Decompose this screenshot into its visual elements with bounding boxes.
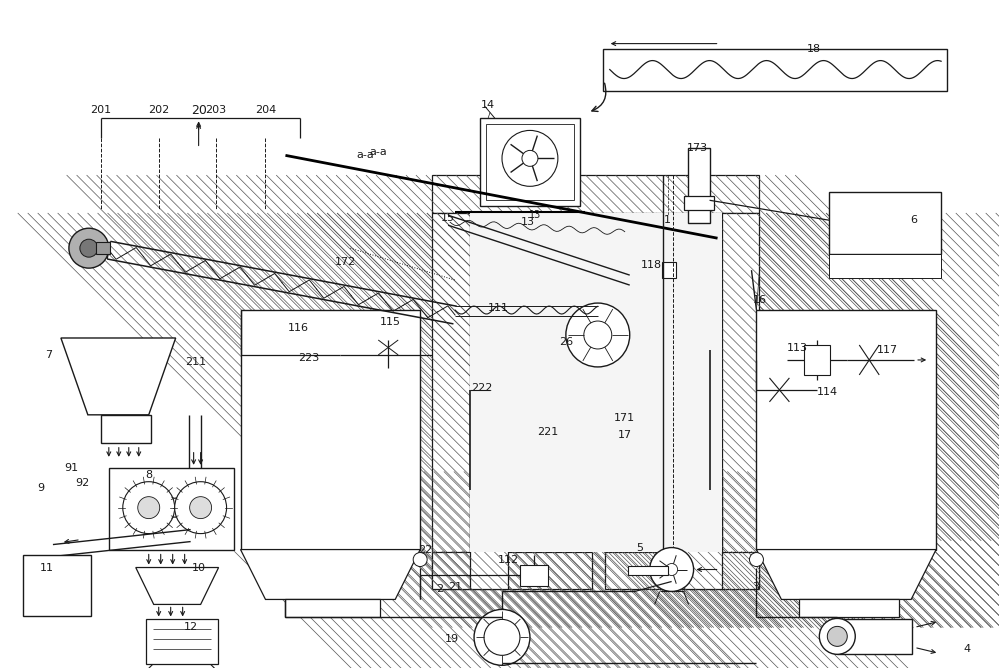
Bar [756, 310, 936, 549]
Text: 173: 173 [687, 143, 708, 153]
Bar [109, 468, 234, 549]
Circle shape [175, 482, 227, 534]
Text: 26: 26 [559, 337, 573, 347]
Text: 12: 12 [184, 622, 198, 632]
Text: 223: 223 [298, 353, 319, 363]
Bar [470, 472, 508, 589]
Bar [470, 213, 722, 551]
Circle shape [80, 240, 98, 257]
Text: 203: 203 [205, 106, 226, 116]
Text: 11: 11 [40, 563, 54, 573]
Bar [520, 565, 548, 587]
Circle shape [566, 303, 630, 367]
Text: 10: 10 [192, 563, 206, 573]
Polygon shape [136, 567, 219, 604]
Polygon shape [241, 549, 420, 599]
Bar [285, 599, 380, 617]
Bar [432, 213, 470, 589]
Text: 6: 6 [911, 215, 918, 225]
Bar [829, 254, 941, 278]
Circle shape [666, 563, 678, 575]
Text: 8: 8 [145, 470, 152, 480]
Circle shape [749, 553, 763, 567]
Circle shape [474, 609, 530, 665]
Text: 91: 91 [64, 463, 78, 473]
Text: 17: 17 [618, 429, 632, 440]
Bar [722, 213, 759, 589]
Text: 115: 115 [380, 317, 401, 327]
Text: 13: 13 [529, 210, 541, 220]
Text: 116: 116 [288, 323, 309, 333]
Text: 222: 222 [471, 383, 493, 393]
Bar [603, 49, 947, 90]
Bar [432, 551, 592, 589]
Circle shape [522, 151, 538, 167]
Bar [837, 619, 912, 654]
Text: 211: 211 [185, 357, 206, 367]
Bar [799, 599, 899, 617]
Text: 114: 114 [817, 387, 838, 397]
Text: 4: 4 [963, 644, 971, 654]
Bar [480, 118, 580, 206]
Text: 1: 1 [664, 215, 671, 225]
Bar [241, 310, 420, 549]
Text: 14: 14 [481, 100, 495, 110]
Polygon shape [61, 338, 176, 415]
Bar [96, 242, 110, 254]
Text: 202: 202 [148, 106, 169, 116]
Text: 15: 15 [441, 213, 455, 223]
Text: 21: 21 [448, 583, 462, 593]
Text: 3: 3 [752, 583, 759, 593]
Circle shape [502, 130, 558, 186]
Bar [684, 196, 714, 210]
Polygon shape [756, 549, 936, 599]
Text: 18: 18 [807, 43, 821, 54]
Circle shape [69, 228, 109, 268]
Text: 13: 13 [521, 217, 535, 227]
Bar [486, 124, 574, 200]
Text: 111: 111 [488, 303, 509, 313]
Text: 22: 22 [418, 545, 432, 555]
Bar [662, 262, 676, 278]
Text: 92: 92 [76, 478, 90, 488]
Bar [605, 551, 759, 589]
Bar [23, 555, 91, 616]
Bar [628, 565, 668, 575]
Bar [101, 415, 151, 443]
Text: a-a: a-a [356, 151, 374, 161]
Text: 2: 2 [437, 585, 444, 595]
Text: a-a: a-a [369, 147, 387, 157]
Text: 172: 172 [335, 257, 356, 267]
Text: 112: 112 [497, 555, 519, 565]
Circle shape [190, 496, 212, 518]
Text: 5: 5 [636, 543, 643, 553]
Text: 113: 113 [787, 343, 808, 353]
Bar [688, 149, 710, 223]
Circle shape [138, 496, 160, 518]
Circle shape [413, 553, 427, 567]
Text: 20: 20 [191, 104, 207, 117]
Text: 9: 9 [37, 482, 45, 492]
Bar [684, 472, 722, 589]
Circle shape [484, 619, 520, 656]
Bar [146, 619, 218, 664]
Circle shape [827, 626, 847, 646]
Circle shape [819, 618, 855, 654]
Text: 117: 117 [877, 345, 898, 355]
Text: 7: 7 [45, 350, 53, 360]
Text: 19: 19 [445, 634, 459, 644]
Bar [829, 192, 941, 254]
Text: 221: 221 [537, 427, 559, 437]
Circle shape [584, 321, 612, 349]
Circle shape [650, 547, 694, 591]
Text: 171: 171 [614, 413, 635, 423]
Bar [432, 175, 759, 213]
Text: 204: 204 [255, 106, 276, 116]
Text: 16: 16 [752, 295, 766, 305]
Text: 118: 118 [641, 260, 662, 270]
Text: 201: 201 [90, 106, 111, 116]
Bar [804, 345, 830, 375]
Circle shape [123, 482, 175, 534]
